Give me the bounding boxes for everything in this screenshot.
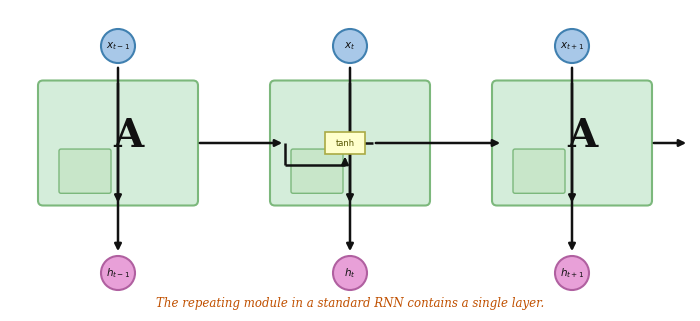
FancyBboxPatch shape xyxy=(59,149,111,193)
FancyBboxPatch shape xyxy=(492,81,652,205)
Circle shape xyxy=(555,256,589,290)
FancyBboxPatch shape xyxy=(270,81,430,205)
Text: The repeating module in a standard RNN contains a single layer.: The repeating module in a standard RNN c… xyxy=(156,297,544,310)
FancyBboxPatch shape xyxy=(291,149,343,193)
Circle shape xyxy=(101,256,135,290)
Circle shape xyxy=(555,29,589,63)
FancyBboxPatch shape xyxy=(38,81,198,205)
Circle shape xyxy=(333,256,367,290)
Text: A: A xyxy=(568,117,598,155)
Text: $x_{t+1}$: $x_{t+1}$ xyxy=(560,40,584,52)
Text: A: A xyxy=(113,117,144,155)
Text: $h_{t-1}$: $h_{t-1}$ xyxy=(106,266,130,280)
Text: $h_{t}$: $h_{t}$ xyxy=(344,266,356,280)
Text: tanh: tanh xyxy=(335,138,355,148)
Text: $h_{t+1}$: $h_{t+1}$ xyxy=(560,266,584,280)
FancyBboxPatch shape xyxy=(513,149,565,193)
Text: $x_{t}$: $x_{t}$ xyxy=(344,40,356,52)
Text: $x_{t-1}$: $x_{t-1}$ xyxy=(106,40,130,52)
Circle shape xyxy=(101,29,135,63)
Circle shape xyxy=(333,29,367,63)
FancyBboxPatch shape xyxy=(325,132,365,154)
